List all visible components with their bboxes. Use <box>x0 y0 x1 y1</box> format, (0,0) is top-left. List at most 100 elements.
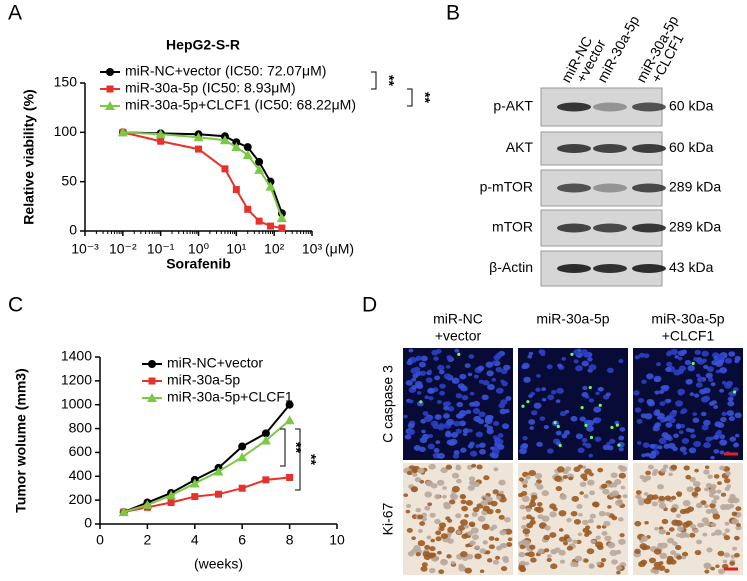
nucleus <box>490 446 495 451</box>
nucleus <box>417 529 423 533</box>
nucleus <box>724 528 730 533</box>
nucleus <box>477 418 485 425</box>
nucleus <box>583 352 590 358</box>
nucleus <box>713 495 720 501</box>
nucleus <box>543 424 549 430</box>
nucleus <box>706 366 715 372</box>
marker <box>166 490 177 500</box>
nucleus <box>666 537 675 544</box>
nucleus <box>427 443 435 450</box>
nucleus <box>607 505 612 509</box>
legend-label: miR-30a-5p+CLCF1 (IC50: 68.22μM) <box>125 97 356 113</box>
nucleus <box>492 435 499 440</box>
nucleus <box>695 502 703 509</box>
nucleus <box>713 405 719 410</box>
nucleus <box>455 513 462 519</box>
nucleus <box>721 380 727 385</box>
nucleus <box>480 499 489 506</box>
nucleus <box>716 489 722 494</box>
nucleus <box>703 562 711 569</box>
nucleus <box>696 539 702 545</box>
nucleus <box>418 361 426 368</box>
nucleus <box>734 359 740 364</box>
nucleus <box>505 396 512 401</box>
x-tick-label: 10² <box>264 241 285 257</box>
nucleus <box>620 485 626 490</box>
nucleus <box>445 464 453 470</box>
nucleus <box>676 555 682 560</box>
nucleus <box>614 420 620 425</box>
nucleus <box>651 494 659 500</box>
nucleus <box>675 400 684 407</box>
nucleus <box>668 442 676 449</box>
nucleus <box>469 450 478 457</box>
green-signal <box>691 361 695 366</box>
nucleus <box>446 418 455 426</box>
series-line <box>122 131 283 230</box>
marker <box>276 213 287 223</box>
legend-label: miR-30a-5p <box>167 372 240 388</box>
nucleus <box>437 452 445 459</box>
x-tick-label: 2 <box>144 532 152 548</box>
nucleus <box>734 552 740 558</box>
nucleus <box>694 486 701 493</box>
nucleus <box>701 424 709 431</box>
nucleus <box>714 529 723 536</box>
nucleus <box>675 545 682 551</box>
nucleus <box>703 364 709 370</box>
nucleus <box>654 390 660 395</box>
x-axis-label: Sorafenib <box>166 256 231 272</box>
marker <box>189 478 200 488</box>
nucleus <box>465 499 473 506</box>
green-signal <box>580 406 584 410</box>
nucleus <box>455 413 464 419</box>
nucleus <box>540 352 546 357</box>
nucleus <box>607 542 616 549</box>
nucleus <box>734 433 740 438</box>
nucleus <box>590 539 596 544</box>
nucleus <box>439 383 446 389</box>
legend-label: miR-NC+vector (IC50: 72.07μM) <box>125 63 326 79</box>
marker <box>284 415 295 425</box>
nucleus <box>521 442 529 449</box>
marker <box>244 205 252 213</box>
nucleus <box>687 365 695 372</box>
marker <box>191 493 199 501</box>
nucleus <box>734 535 740 541</box>
nucleus <box>729 436 737 442</box>
nucleus <box>658 495 666 502</box>
nucleus <box>610 472 618 479</box>
blot-band <box>632 264 666 273</box>
nucleus <box>645 470 651 476</box>
nucleus <box>421 562 428 568</box>
nucleus <box>472 506 480 513</box>
nucleus <box>442 401 450 407</box>
nucleus <box>468 354 475 359</box>
nucleus <box>555 486 563 492</box>
nucleus <box>525 507 532 513</box>
blot-band <box>557 223 591 233</box>
nucleus <box>465 543 470 548</box>
nucleus <box>586 548 595 555</box>
nucleus <box>669 411 677 418</box>
nucleus <box>408 348 414 353</box>
nucleus <box>704 569 710 574</box>
nucleus <box>523 376 531 383</box>
nucleus <box>736 523 741 527</box>
nucleus <box>558 528 564 532</box>
nucleus <box>726 484 732 489</box>
nucleus <box>424 491 433 498</box>
nucleus <box>412 472 418 477</box>
nucleus <box>521 524 527 530</box>
nucleus <box>705 509 712 514</box>
nucleus <box>705 372 713 379</box>
y-tick-label: 150 <box>54 74 78 90</box>
nucleus <box>734 412 742 419</box>
nucleus <box>602 444 610 451</box>
nucleus <box>664 434 672 441</box>
nucleus <box>634 355 640 360</box>
nucleus <box>681 555 687 560</box>
staining-column-label: +vector <box>435 328 482 344</box>
green-signal <box>617 443 621 447</box>
nucleus <box>711 532 716 537</box>
